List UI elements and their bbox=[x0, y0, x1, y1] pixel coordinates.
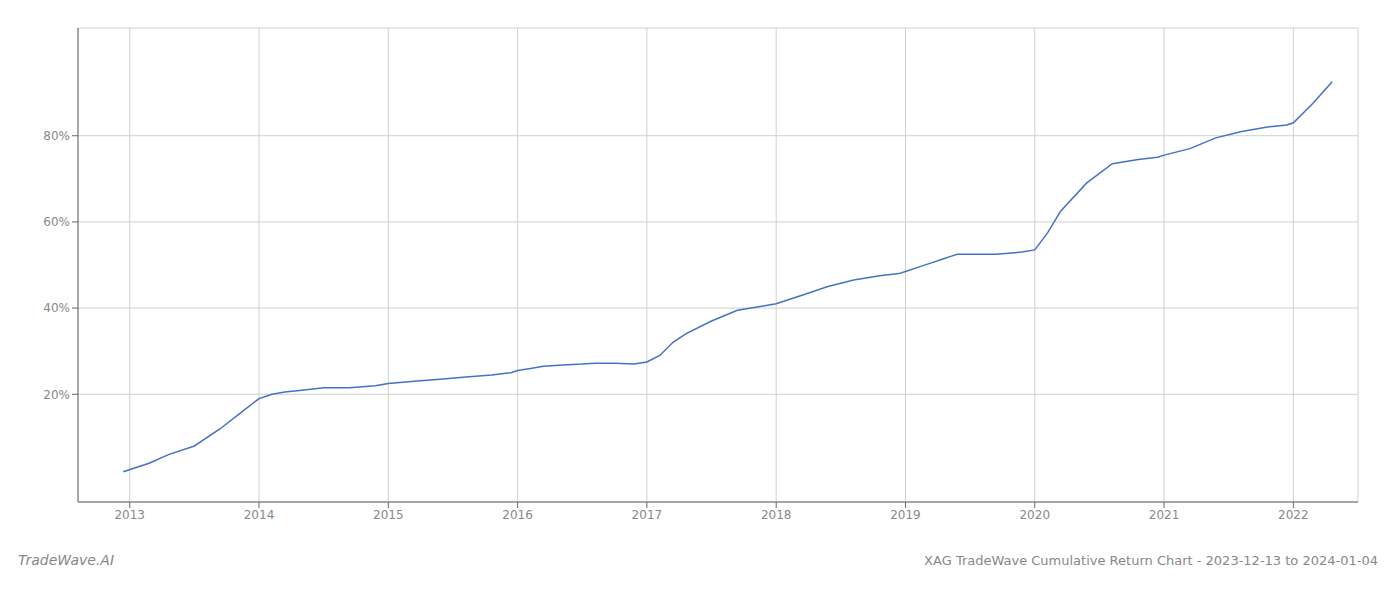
svg-text:2014: 2014 bbox=[244, 508, 275, 522]
svg-text:2022: 2022 bbox=[1278, 508, 1309, 522]
html-text:TradeWave.AI: TradeWave.AI bbox=[18, 552, 114, 568]
svg-text:2020: 2020 bbox=[1019, 508, 1050, 522]
svg-text:2013: 2013 bbox=[114, 508, 145, 522]
svg-text:2021: 2021 bbox=[1149, 508, 1180, 522]
svg-text:2019: 2019 bbox=[890, 508, 921, 522]
html-text:XAG TradeWave Cumulative Retur: XAG TradeWave Cumulative Return Chart - … bbox=[924, 553, 1378, 568]
svg-text:80%: 80% bbox=[43, 129, 70, 143]
svg-text:20%: 20% bbox=[43, 388, 70, 402]
svg-text:40%: 40% bbox=[43, 301, 70, 315]
svg-text:2015: 2015 bbox=[373, 508, 404, 522]
svg-text:2018: 2018 bbox=[761, 508, 792, 522]
svg-text:2016: 2016 bbox=[502, 508, 533, 522]
svg-text:2017: 2017 bbox=[632, 508, 663, 522]
svg-text:60%: 60% bbox=[43, 215, 70, 229]
